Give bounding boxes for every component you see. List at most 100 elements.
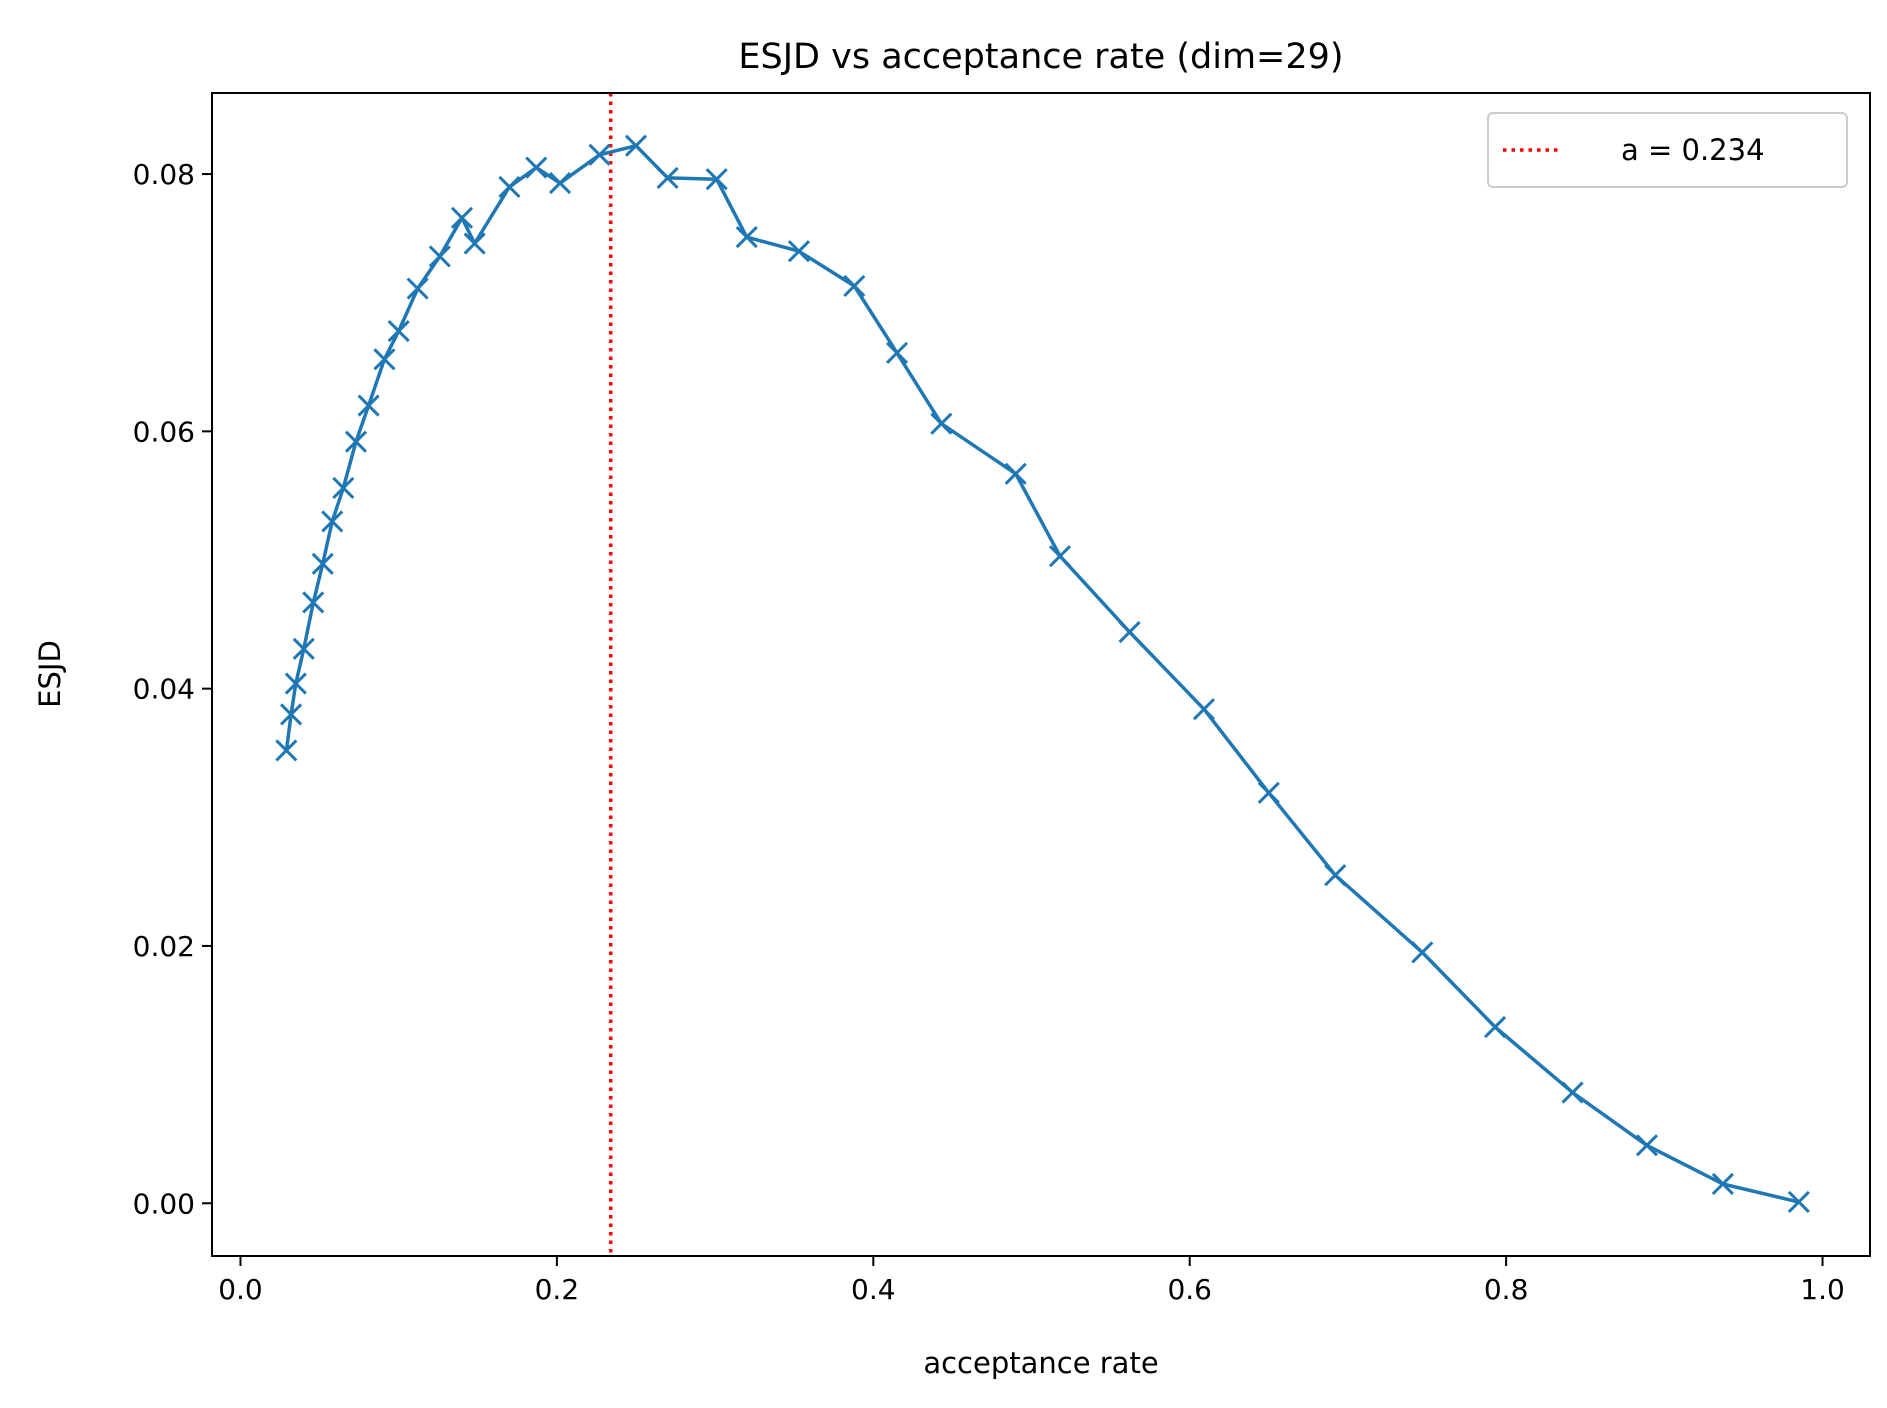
data-point <box>885 341 909 364</box>
data-point <box>280 703 303 726</box>
data-point <box>525 156 548 179</box>
x-tick-label: 0.0 <box>218 1273 263 1306</box>
x-tick-label: 0.6 <box>1167 1273 1212 1306</box>
data-point-stroke <box>787 240 811 263</box>
legend-box <box>1487 112 1848 188</box>
data-point-stroke <box>321 510 344 533</box>
y-tick-label: 0.00 <box>133 1187 195 1220</box>
data-point <box>284 672 307 695</box>
x-tick-label: 0.2 <box>535 1273 580 1306</box>
y-tick-label: 0.06 <box>133 415 195 448</box>
data-point <box>1483 1015 1507 1039</box>
x-tick-label: 1.0 <box>1800 1273 1845 1306</box>
data-point-stroke <box>428 245 451 268</box>
data-point <box>463 232 486 255</box>
data-point-stroke <box>930 412 953 435</box>
data-point-stroke <box>588 143 611 166</box>
data-point-stroke <box>1324 864 1347 887</box>
data-point-stroke <box>656 166 679 189</box>
data-point-stroke <box>548 171 572 195</box>
data-point-stroke <box>885 341 909 364</box>
data-point <box>498 175 521 198</box>
data-point-stroke <box>387 319 410 343</box>
data-point-stroke <box>1483 1015 1507 1039</box>
data-point <box>292 637 315 660</box>
data-point-stroke <box>311 552 334 575</box>
data-point <box>275 739 298 762</box>
data-point <box>656 166 679 189</box>
y-tick-label: 0.04 <box>133 673 195 706</box>
data-point <box>588 143 611 166</box>
data-point-stroke <box>450 206 474 229</box>
data-point-stroke <box>332 476 355 500</box>
data-point <box>548 171 572 195</box>
data-point <box>1787 1190 1810 1214</box>
x-axis: 0.0 0.2 0.4 0.6 0.8 1.0 <box>218 1256 1845 1306</box>
data-point-stroke <box>373 348 396 371</box>
data-point-stroke <box>463 232 486 255</box>
legend: a = 0.234 <box>1487 112 1848 188</box>
data-point <box>624 134 648 157</box>
data-point <box>450 206 474 229</box>
legend-label: a = 0.234 <box>1621 133 1765 167</box>
data-point-stroke <box>1004 462 1027 485</box>
x-tick-label: 0.4 <box>851 1273 896 1306</box>
x-tick-label: 0.8 <box>1484 1273 1529 1306</box>
y-tick-label: 0.08 <box>133 158 195 191</box>
data-point-stroke <box>284 672 307 695</box>
data-point <box>357 394 380 417</box>
data-point <box>344 430 368 453</box>
data-point-stroke <box>525 156 548 179</box>
data-point <box>428 245 451 268</box>
data-point-stroke <box>406 277 429 300</box>
data-point <box>1257 781 1280 804</box>
data-point <box>321 510 344 533</box>
data-point <box>1048 545 1072 568</box>
data-point <box>1711 1172 1734 1196</box>
data-point <box>843 274 866 298</box>
data-point-stroke <box>275 739 298 762</box>
data-point <box>332 476 355 500</box>
data-point-stroke <box>1635 1134 1658 1157</box>
chart-title: ESJD vs acceptance rate (dim=29) <box>738 37 1343 77</box>
data-point <box>787 240 811 263</box>
data-point-stroke <box>1561 1081 1584 1104</box>
data-point <box>930 412 953 435</box>
data-point-stroke <box>498 175 521 198</box>
data-point-stroke <box>1411 941 1434 964</box>
data-point-stroke <box>624 134 648 157</box>
y-tick-label: 0.02 <box>133 930 195 963</box>
series-line <box>284 143 1801 1205</box>
data-point <box>1118 620 1141 644</box>
data-point <box>1324 864 1347 887</box>
data-point-stroke <box>1118 620 1141 644</box>
data-point <box>373 348 396 371</box>
data-point-stroke <box>302 591 325 614</box>
data-point-stroke <box>357 394 380 417</box>
data-point-stroke <box>1787 1190 1810 1214</box>
data-point-stroke <box>1048 545 1072 568</box>
data-point-stroke <box>1257 781 1280 804</box>
plot-area <box>275 93 1810 1256</box>
data-point <box>302 591 325 614</box>
data-point <box>705 168 728 191</box>
y-axis: 0.00 0.02 0.04 0.06 0.08 <box>133 158 212 1220</box>
y-axis-label: ESJD <box>33 640 67 708</box>
data-point <box>311 552 334 575</box>
data-point-stroke <box>705 168 728 191</box>
data-point-stroke <box>1711 1172 1734 1196</box>
data-point <box>387 319 410 343</box>
data-point <box>735 226 758 249</box>
data-point <box>1192 698 1216 721</box>
plot-frame <box>211 92 1871 1257</box>
data-point-stroke <box>843 274 866 298</box>
x-axis-label: acceptance rate <box>923 1346 1158 1380</box>
data-point-stroke <box>735 226 758 249</box>
data-point <box>1004 462 1027 485</box>
data-point-stroke <box>280 703 303 726</box>
data-point <box>1561 1081 1584 1104</box>
data-point-stroke <box>292 637 315 660</box>
data-point <box>406 277 429 300</box>
data-point <box>1635 1134 1658 1157</box>
